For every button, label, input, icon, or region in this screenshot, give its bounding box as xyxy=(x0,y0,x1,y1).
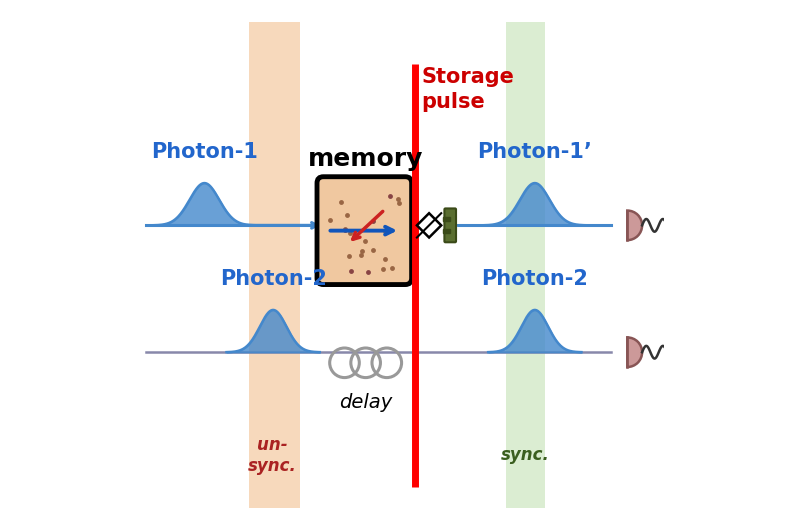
Polygon shape xyxy=(417,213,442,237)
Text: sync.: sync. xyxy=(501,446,550,464)
Text: memory: memory xyxy=(308,147,423,171)
Text: delay: delay xyxy=(339,393,392,412)
Text: un-
sync.: un- sync. xyxy=(248,436,297,475)
Text: Photon-1: Photon-1 xyxy=(151,142,258,162)
Text: Photon-1’: Photon-1’ xyxy=(478,142,592,162)
FancyBboxPatch shape xyxy=(445,208,456,242)
Bar xyxy=(250,22,299,508)
Wedge shape xyxy=(627,338,642,367)
FancyBboxPatch shape xyxy=(317,176,412,285)
Bar xyxy=(443,217,450,221)
Text: Storage
pulse: Storage pulse xyxy=(421,67,514,112)
Wedge shape xyxy=(627,210,642,240)
Bar xyxy=(506,22,546,508)
Text: Photon-2: Photon-2 xyxy=(482,269,588,289)
Text: Photon-2: Photon-2 xyxy=(220,269,326,289)
Bar xyxy=(443,229,450,233)
